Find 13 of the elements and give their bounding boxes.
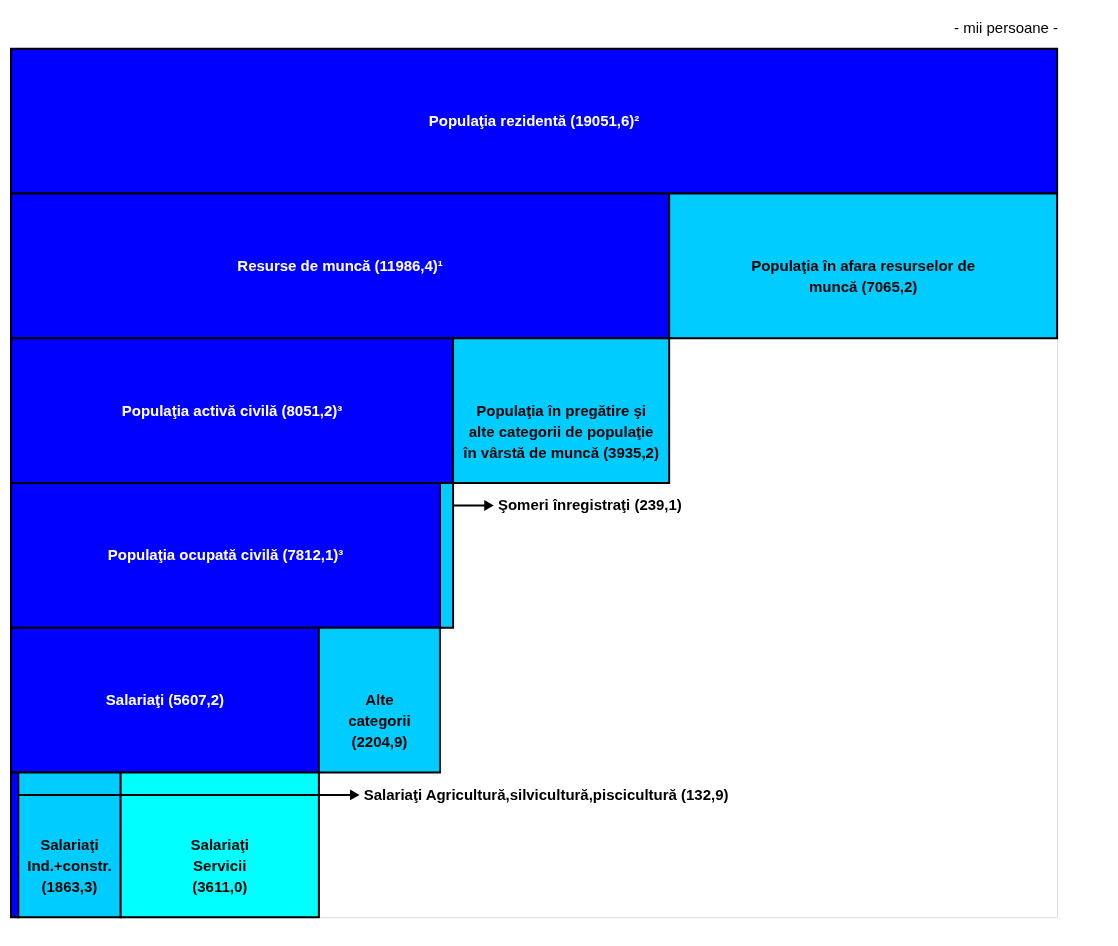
data-label: Salariaţi (5607,2) — [105, 691, 225, 709]
data-label: Populaţia rezidentă (19051,6)² — [428, 112, 640, 130]
data-label: Alte categorii (2204,9) — [348, 691, 411, 750]
data-label: Populaţia activă civilă (8051,2)³ — [121, 401, 343, 419]
data-label: Populaţia ocupată civilă (7812,1)³ — [107, 546, 344, 564]
data-label: Populaţia în pregătire şi alte categorii de populaţie în vârstă de muncă (3935,2) — [462, 401, 659, 461]
data-label: Salariaţi Ind.+constr. (1863,3) — [27, 835, 112, 895]
data-label: Şomeri înregistraţi (239,1) — [497, 496, 682, 514]
text: - mii persoane - — [954, 18, 1059, 36]
data-label: Populaţia în afara resurselor de muncă (7065,2) — [751, 256, 976, 295]
data-label: Salariaţi Agricultură,silvicultură,piscicultură (132,9) — [363, 785, 729, 803]
data-label: Salariaţi Servicii (3611,0) — [190, 835, 249, 895]
data-label: Resurse de muncă (11986,4)¹ — [237, 256, 443, 274]
